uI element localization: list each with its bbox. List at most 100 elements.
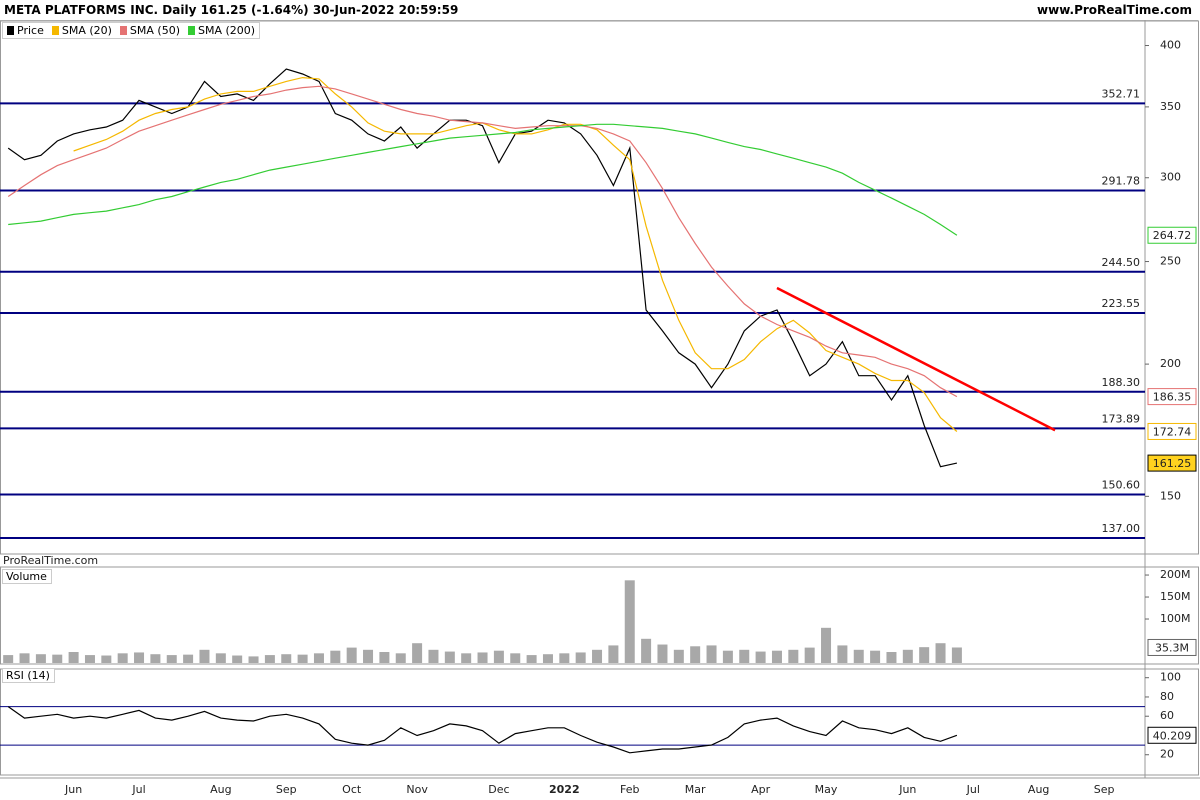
volume-bar [559,653,570,663]
x-tick-label: Jul [131,783,145,796]
volume-bar [346,647,357,663]
y-tick-label: 200 [1160,357,1181,370]
x-tick-label: Oct [342,783,362,796]
volume-bar [837,645,848,663]
value-tag-label: 264.72 [1153,229,1192,242]
volume-bar [297,654,308,663]
volume-bar [510,653,521,663]
volume-bar [84,655,95,663]
value-tag-label: 161.25 [1153,457,1192,470]
volume-bar [592,649,603,663]
legend-label: SMA (50) [129,24,180,37]
y-tick-label: 150M [1160,590,1191,603]
volume-bar [935,643,946,663]
y-tick-label: 80 [1160,690,1174,703]
panel-frame [0,566,1199,665]
y-tick-label: 250 [1160,255,1181,268]
site-link[interactable]: www.ProRealTime.com [1037,3,1192,17]
volume-bar [624,580,635,663]
volume-bar [853,649,864,663]
volume-bar [395,653,406,663]
volume-bar [428,649,439,663]
volume-bar [821,627,832,663]
volume-bar [771,650,782,663]
volume-bar [919,647,930,663]
value-tag-label: 40.209 [1153,729,1192,742]
x-tick-label: Aug [1028,783,1049,796]
level-label: 173.89 [1102,412,1141,425]
series-line [7,85,958,398]
x-tick-label: Jul [966,783,980,796]
volume-bar [542,654,553,663]
volume-bar [870,650,881,663]
volume-bar [461,653,472,663]
x-tick-label: Mar [685,783,706,796]
x-tick-label: May [815,783,838,796]
volume-bar [330,650,341,663]
volume-bar [788,649,799,663]
volume-bar [657,644,668,663]
y-tick-label: 350 [1160,100,1181,113]
value-tag [1147,226,1197,244]
legend-label: Price [17,24,44,37]
volume-bar [281,654,292,663]
y-tick-label: 300 [1160,171,1181,184]
x-tick-label: Sep [276,783,297,796]
y-tick-label: 100 [1160,671,1181,684]
volume-bar [264,655,275,663]
level-label: 291.78 [1102,175,1141,188]
legend-item[interactable]: SMA (200) [184,23,259,38]
volume-bar [363,649,374,663]
volume-bar [52,654,63,663]
value-tag [1147,454,1197,472]
value-tag-label: 35.3M [1155,641,1189,654]
level-label: 352.71 [1102,87,1141,100]
volume-bar [35,654,46,663]
series-line [7,706,958,754]
volume-bar [215,653,226,663]
y-tick-label: 100M [1160,612,1191,625]
x-tick-label: Dec [488,783,509,796]
panel-frame [0,20,1199,555]
volume-bar [199,649,210,663]
value-tag-label: 172.74 [1153,425,1192,438]
volume-bar [493,650,504,663]
legend-item[interactable]: SMA (50) [116,23,184,38]
y-tick-label: 150 [1160,489,1181,502]
volume-bar [101,655,112,663]
volume-bar [739,649,750,663]
legend-swatch [7,26,14,35]
y-tick-label: 200M [1160,568,1191,581]
series-line [7,68,958,468]
legend-swatch [119,26,127,35]
volume-bar [673,649,684,663]
y-tick-label: 400 [1160,39,1181,52]
trendline [776,286,1056,432]
volume-bar [117,653,128,663]
x-tick-label: Sep [1094,783,1115,796]
volume-bar [951,647,962,663]
level-label: 244.50 [1102,256,1141,269]
volume-bar [804,647,815,663]
volume-bar [575,652,586,663]
legend-item[interactable]: Price [3,23,48,38]
volume-bar [150,654,161,663]
watermark: ProRealTime.com [3,554,98,567]
volume-bar [19,653,30,663]
volume-bar [3,655,14,663]
level-label: 223.55 [1102,297,1141,310]
volume-title: Volume [2,569,52,584]
volume-bar [183,654,194,663]
legend-item[interactable]: SMA (20) [48,23,116,38]
x-tick-label: Apr [751,783,771,796]
volume-bar [248,656,259,663]
value-tag [1147,638,1197,656]
volume-bar [477,652,488,663]
volume-bar [902,649,913,663]
chart-title: META PLATFORMS INC. Daily 161.25 (-1.64%… [4,3,459,17]
volume-bar [886,652,897,663]
volume-bar [755,651,766,663]
x-tick-label: Feb [620,783,639,796]
